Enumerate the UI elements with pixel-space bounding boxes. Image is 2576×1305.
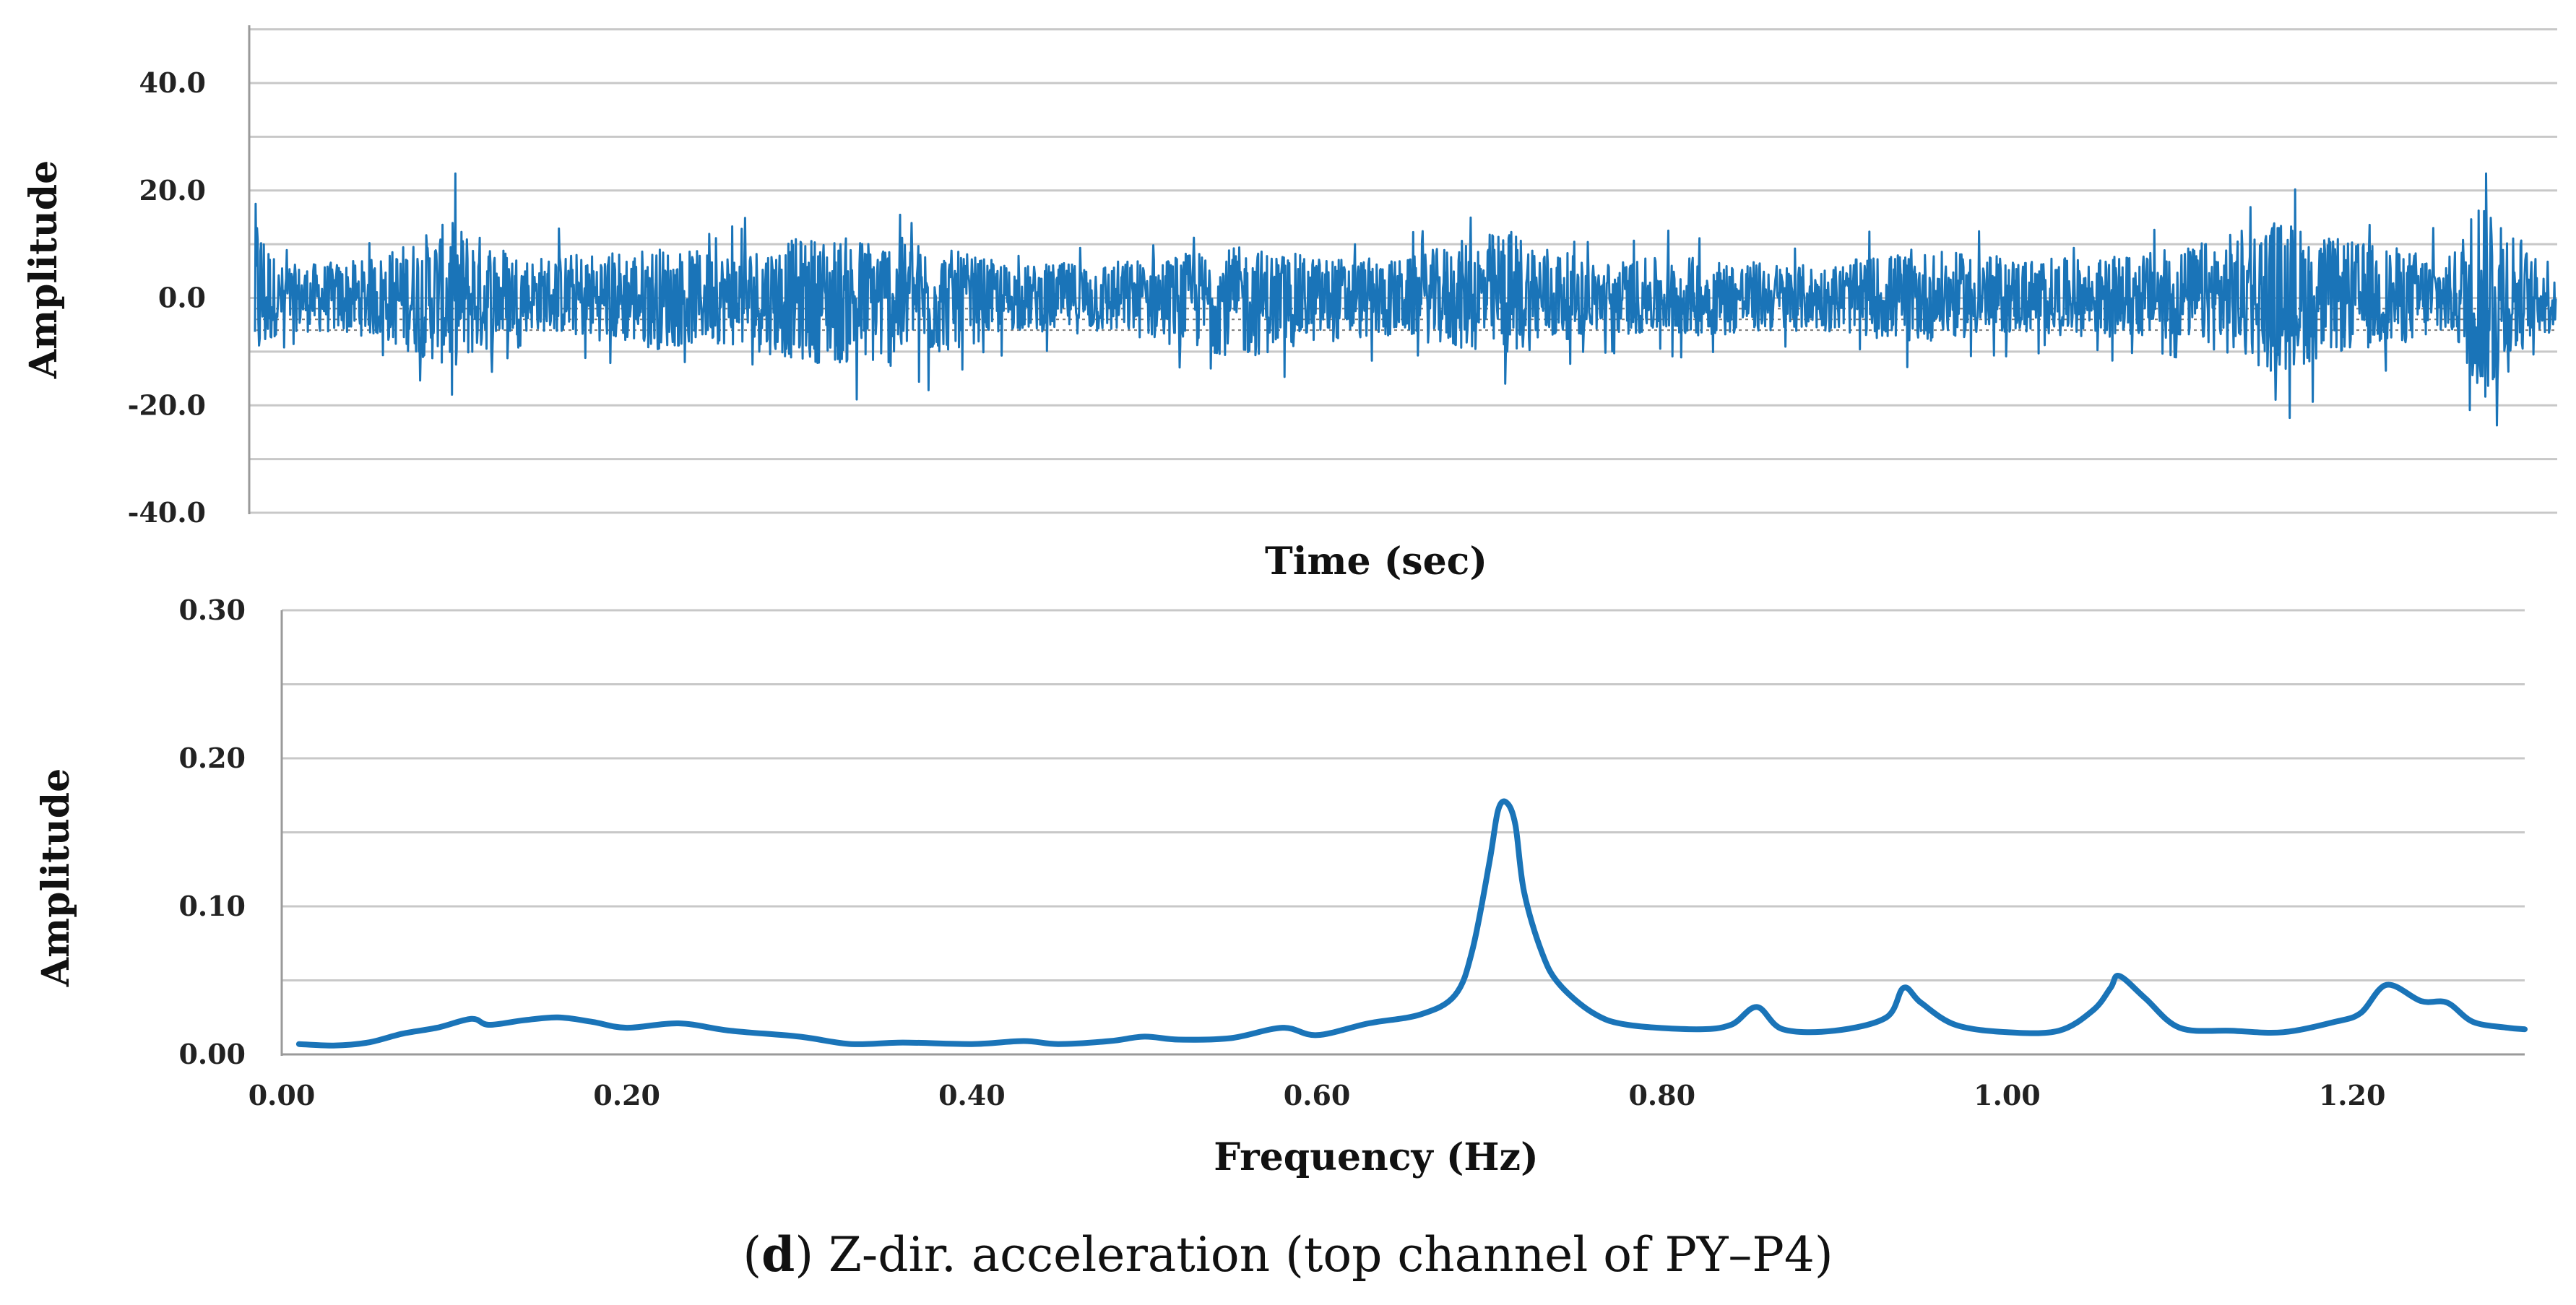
spectrum-chart: 0.00 0.10 0.20 0.30 0.00 0.20 0.40 0.60 0.80 1.0… xyxy=(34,594,2528,1179)
time-history-y-tick-label: 0.0 xyxy=(158,282,206,314)
spectrum-x-tick-label: 0.00 xyxy=(248,1079,316,1111)
time-history-y-axis-title: Amplitude xyxy=(22,160,66,380)
spectrum-y-tick-label: 0.20 xyxy=(178,742,246,774)
spectrum-y-tick-label: 0.10 xyxy=(178,890,246,922)
spectrum-x-axis-title: Frequency (Hz) xyxy=(1214,1135,1538,1179)
caption-label: d xyxy=(761,1226,795,1283)
spectrum-y-tick-label: 0.00 xyxy=(178,1038,246,1070)
spectrum-y-tick-labels: 0.00 0.10 0.20 0.30 xyxy=(178,594,246,1070)
caption-close-paren: ) xyxy=(795,1227,813,1283)
spectrum-x-tick-label: 0.20 xyxy=(593,1079,660,1111)
caption-open-paren: ( xyxy=(743,1227,761,1283)
time-history-y-tick-labels: -40.0 -20.0 0.0 20.0 40.0 xyxy=(128,66,206,529)
spectrum-x-tick-label: 0.60 xyxy=(1284,1079,1351,1111)
time-history-y-tick-label: 20.0 xyxy=(139,174,206,207)
spectrum-series-line xyxy=(295,798,2528,1049)
caption-text: Z-dir. acceleration (top channel of PY–P… xyxy=(813,1227,1833,1283)
spectrum-x-tick-label: 0.40 xyxy=(938,1079,1006,1111)
time-history-gridlines xyxy=(249,28,2557,514)
time-history-signal-line xyxy=(254,172,2557,427)
time-history-y-tick-label: -20.0 xyxy=(128,389,206,421)
spectrum-y-tick-label: 0.30 xyxy=(178,594,246,626)
spectrum-x-tick-label: 1.20 xyxy=(2319,1079,2386,1111)
time-history-y-tick-label: -40.0 xyxy=(128,496,206,529)
time-history-y-tick-label: 40.0 xyxy=(139,66,206,99)
figure-caption: (d) Z-dir. acceleration (top channel of … xyxy=(743,1226,1833,1283)
spectrum-x-tick-label: 0.80 xyxy=(1628,1079,1695,1111)
time-history-chart: -40.0 -20.0 0.0 20.0 40.0 Amplitude Time (se… xyxy=(22,25,2557,584)
spectrum-y-axis-title: Amplitude xyxy=(34,768,78,988)
spectrum-gridlines xyxy=(282,609,2525,1056)
spectrum-x-tick-labels: 0.00 0.20 0.40 0.60 0.80 1.00 1.20 xyxy=(248,1079,2386,1111)
time-history-x-axis-title: Time (sec) xyxy=(1265,539,1487,584)
spectrum-x-tick-label: 1.00 xyxy=(1974,1079,2041,1111)
